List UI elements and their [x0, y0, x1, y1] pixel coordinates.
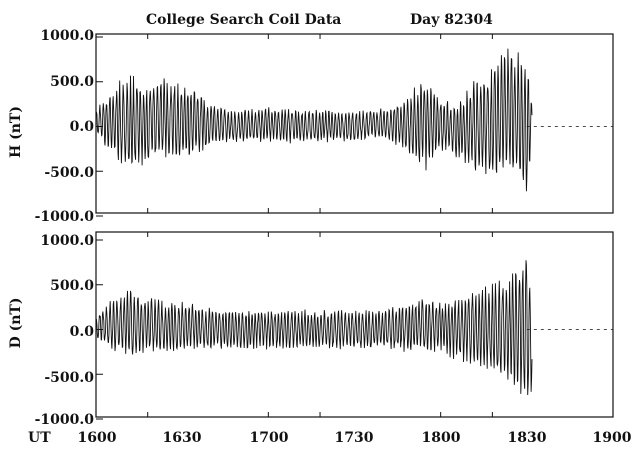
chart-title: College Search Coil Data	[146, 12, 341, 28]
d-ytick-label: -500.0	[44, 370, 94, 386]
d-panel-frame	[95, 231, 614, 418]
xtick-label: 1830	[508, 430, 547, 446]
h-ytick-label: 500.0	[50, 74, 94, 90]
h-axis-ticks	[95, 34, 614, 217]
h-series-line	[95, 48, 533, 192]
d-ytick-label: 500.0	[50, 278, 94, 294]
xtick-label: 1900	[593, 430, 632, 446]
h-ytick-label: 1000.0	[40, 28, 94, 44]
h-ytick-label: -1000.0	[35, 209, 95, 225]
xtick-label: 1600	[78, 430, 117, 446]
h-series-plot	[95, 48, 533, 192]
d-panel-ylabel: D (nT)	[8, 298, 24, 349]
x-axis-label: UT	[28, 430, 51, 446]
d-ytick-label: 1000.0	[40, 233, 94, 249]
xtick-label: 1730	[335, 430, 374, 446]
d-ytick-label: 0.0	[70, 324, 95, 340]
h-ytick-label: -500.0	[44, 165, 94, 181]
d-series-plot	[95, 260, 533, 396]
h-panel-ylabel: H (nT)	[8, 106, 24, 158]
d-ytick-label: -1000.0	[35, 412, 95, 428]
xtick-label: 1630	[163, 430, 202, 446]
d-series-line	[95, 260, 533, 396]
d-axis-ticks	[95, 232, 614, 420]
xtick-label: 1800	[422, 430, 461, 446]
xtick-label: 1700	[250, 430, 289, 446]
h-ytick-label: 0.0	[70, 119, 95, 135]
chart-subtitle: Day 82304	[410, 12, 493, 28]
h-panel-frame	[95, 33, 614, 214]
